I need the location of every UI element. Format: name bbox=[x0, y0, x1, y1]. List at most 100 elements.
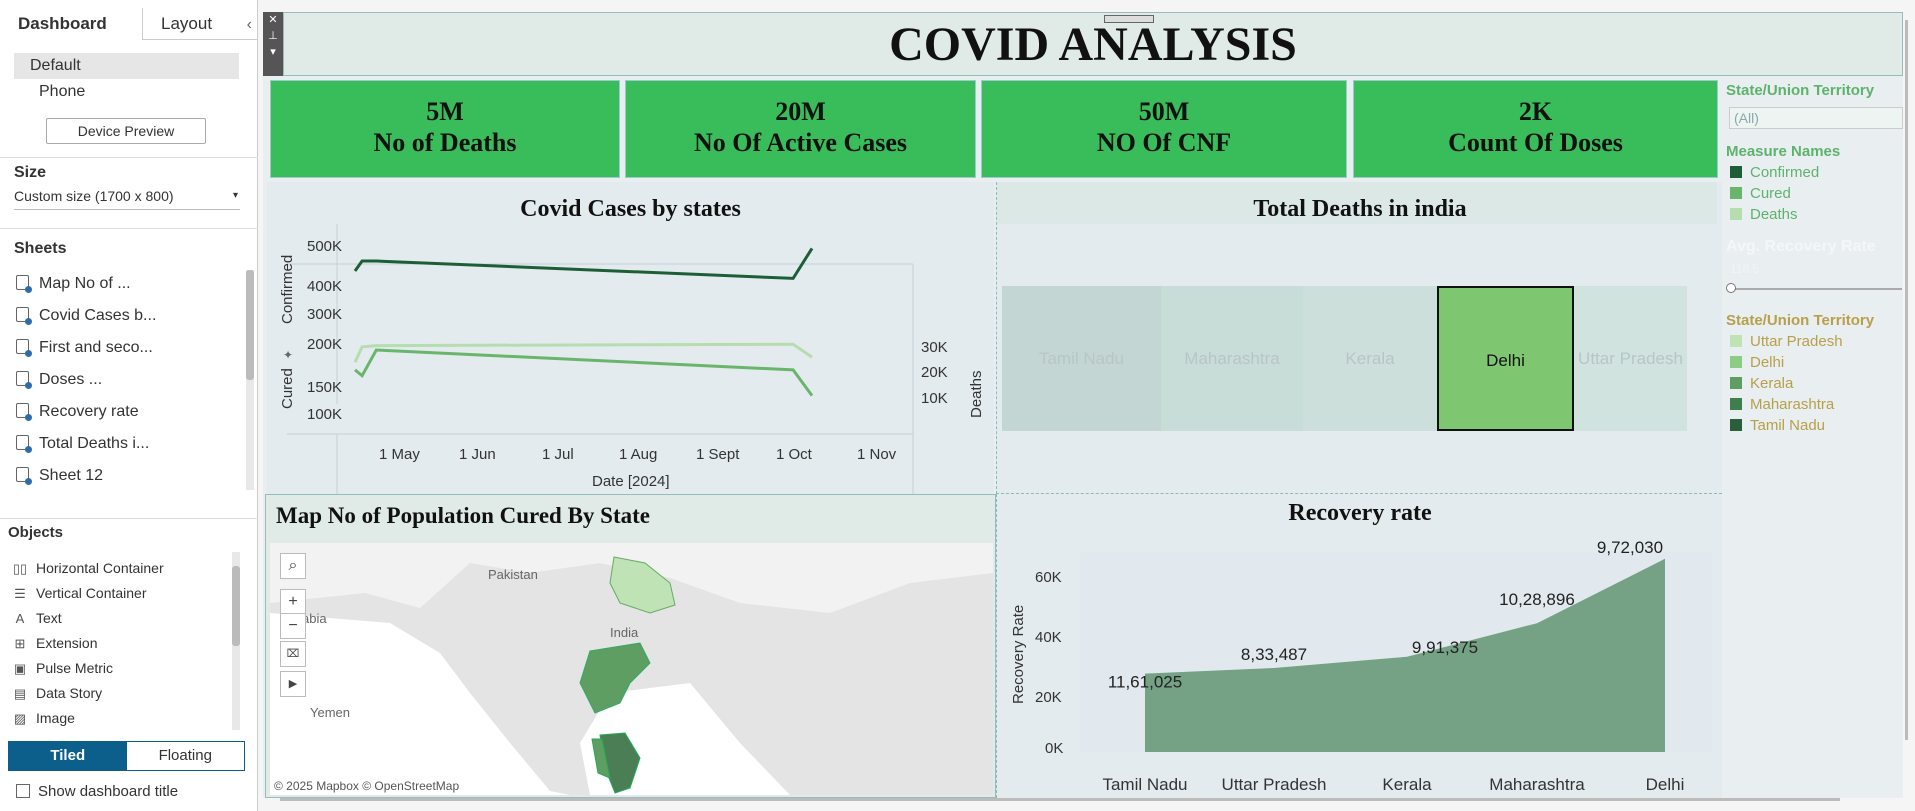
state-kerala[interactable] bbox=[591, 738, 611, 779]
pulse-icon: ▣ bbox=[13, 661, 27, 676]
dropdown-arrow-icon: ▾ bbox=[232, 190, 238, 201]
vertical-scrollbar[interactable] bbox=[1905, 20, 1908, 740]
reset-map-icon[interactable]: ⌧ bbox=[280, 641, 306, 667]
kpi-deaths[interactable]: 5M No of Deaths bbox=[270, 80, 620, 178]
sheet-item[interactable]: Map No of ... bbox=[16, 269, 131, 299]
vertical-container-icon: ☰ bbox=[14, 586, 26, 601]
legend-swatch bbox=[1730, 335, 1742, 347]
object-vertical-container[interactable]: ☰ Vertical Container bbox=[12, 581, 146, 606]
close-icon[interactable]: ✕ bbox=[268, 14, 278, 26]
legend-swatch bbox=[1730, 356, 1742, 368]
legend-item[interactable]: Delhi bbox=[1730, 354, 1784, 371]
panel-title: Map No of Population Cured By State bbox=[276, 503, 650, 528]
device-preview-button[interactable]: Device Preview bbox=[46, 118, 206, 144]
object-data-story[interactable]: ▤ Data Story bbox=[12, 681, 102, 706]
dashboard-title: COVID ANALYSIS bbox=[889, 18, 1297, 71]
layout-phone[interactable]: Phone bbox=[39, 83, 86, 100]
sheet-item[interactable]: Doses ... bbox=[16, 365, 102, 395]
y-tick-label: 500K bbox=[307, 238, 343, 255]
sheets-scrollbar[interactable] bbox=[246, 270, 254, 490]
size-title: Size bbox=[14, 164, 47, 181]
object-horizontal-container[interactable]: ▯▯ Horizontal Container bbox=[12, 556, 164, 581]
slider-track[interactable] bbox=[1730, 288, 1902, 290]
image-icon: ▨ bbox=[13, 711, 27, 726]
sheet-item[interactable]: Total Deaths i... bbox=[16, 429, 149, 459]
horizontal-scrollbar[interactable] bbox=[280, 798, 1840, 801]
tab-dashboard[interactable]: Dashboard bbox=[0, 8, 143, 40]
pin-icon[interactable]: ⊥ bbox=[268, 30, 278, 42]
legend-item[interactable]: Confirmed bbox=[1730, 164, 1819, 181]
zoom-in-icon[interactable]: + bbox=[280, 589, 306, 615]
area-chart[interactable]: 11,61,025 8,33,487 9,91,375 10,28,896 9,72,0… bbox=[997, 494, 1723, 798]
object-text[interactable]: A Text bbox=[12, 606, 62, 631]
state-uttar-pradesh[interactable] bbox=[609, 556, 676, 614]
menu-arrow-icon[interactable]: ▾ bbox=[270, 46, 276, 58]
y-tick-label: 60K bbox=[1035, 569, 1062, 586]
container-handle[interactable]: ✕ ⊥ ▾ bbox=[263, 12, 283, 76]
object-pulse-metric[interactable]: ▣ Pulse Metric bbox=[12, 656, 113, 681]
y-axis-title: Recovery Rate bbox=[1010, 604, 1027, 704]
kpi-doses[interactable]: 2K Count Of Doses bbox=[1353, 80, 1718, 178]
layout-mode-toggle: Tiled Floating bbox=[8, 741, 245, 771]
measure-legend-title: Measure Names bbox=[1726, 143, 1841, 160]
series-line-confirmed bbox=[353, 247, 814, 280]
legend-item[interactable]: Deaths bbox=[1730, 206, 1798, 223]
slider-handle[interactable] bbox=[1726, 283, 1736, 293]
floating-button[interactable]: Floating bbox=[158, 747, 212, 764]
kpi-value: 2K bbox=[1518, 97, 1553, 126]
covid-cases-panel: Covid Cases by states Confirmed Cured De… bbox=[267, 182, 994, 494]
y-tick-label: 400K bbox=[307, 278, 343, 295]
treemap-cell[interactable]: Tamil Nadu bbox=[1002, 286, 1161, 431]
scroll-thumb[interactable] bbox=[232, 566, 240, 646]
kpi-active-cases[interactable]: 20M No Of Active Cases bbox=[625, 80, 976, 178]
kpi-cnf[interactable]: 50M NO Of CNF bbox=[981, 80, 1347, 178]
map-label: abia bbox=[302, 611, 327, 626]
map-shapes bbox=[270, 556, 993, 795]
collapse-icon[interactable]: ‹ bbox=[246, 16, 252, 33]
sheet-item[interactable]: First and seco... bbox=[16, 333, 153, 363]
legend-item[interactable]: Kerala bbox=[1730, 375, 1793, 392]
treemap-cell[interactable]: Maharashtra bbox=[1161, 286, 1303, 431]
data-label: 8,33,487 bbox=[1241, 645, 1307, 664]
sheet-item[interactable]: Covid Cases b... bbox=[16, 301, 156, 331]
x-tick-label: 1 Sept bbox=[696, 446, 740, 463]
legend-item[interactable]: Maharashtra bbox=[1730, 396, 1834, 413]
treemap-cell-selected[interactable]: Delhi bbox=[1437, 286, 1574, 431]
y-tick-label: 200K bbox=[307, 336, 343, 353]
data-story-icon: ▤ bbox=[13, 686, 27, 701]
map[interactable]: Pakistan India Yemen abia © 2025 Mapbox … bbox=[270, 543, 993, 795]
divider bbox=[0, 518, 258, 519]
object-extension[interactable]: ⊞ Extension bbox=[12, 631, 98, 656]
sheet-item[interactable]: Sheet 12 bbox=[16, 461, 103, 491]
treemap[interactable]: Tamil Nadu Maharashtra Kerala Delhi Utta… bbox=[1002, 286, 1687, 431]
sheet-item[interactable]: Recovery rate bbox=[16, 397, 139, 427]
worksheet-icon bbox=[16, 339, 32, 357]
legend-item[interactable]: Cured bbox=[1730, 185, 1791, 202]
treemap-cell[interactable]: Kerala bbox=[1303, 286, 1437, 431]
line-chart[interactable] bbox=[267, 182, 994, 494]
legend-item[interactable]: Uttar Pradesh bbox=[1730, 333, 1843, 350]
expand-toolbar-icon[interactable]: ▶ bbox=[280, 671, 306, 697]
drag-grip-icon[interactable] bbox=[1104, 15, 1154, 23]
checkbox-icon[interactable] bbox=[16, 784, 30, 798]
treemap-cell[interactable]: Uttar Pradesh bbox=[1574, 286, 1687, 431]
state-filter-dropdown[interactable]: (All) bbox=[1729, 107, 1903, 129]
tab-layout[interactable]: Layout bbox=[161, 14, 213, 33]
x-tick-label: 1 Nov bbox=[857, 446, 897, 463]
sheets-title: Sheets bbox=[14, 240, 67, 257]
legend-item[interactable]: Tamil Nadu bbox=[1730, 417, 1825, 434]
scroll-thumb[interactable] bbox=[246, 270, 254, 380]
layout-default[interactable]: Default bbox=[14, 53, 239, 79]
kpi-label: Count Of Doses bbox=[1448, 128, 1623, 157]
objects-scrollbar[interactable] bbox=[232, 552, 240, 730]
slider-value: 116.5 bbox=[1730, 262, 1760, 276]
zoom-out-icon[interactable]: − bbox=[280, 613, 306, 639]
size-select[interactable]: Custom size (1700 x 800) ▾ bbox=[14, 188, 240, 210]
tiled-button[interactable]: Tiled bbox=[9, 742, 127, 770]
show-title-checkbox[interactable]: Show dashboard title bbox=[16, 783, 178, 800]
state-maharashtra[interactable] bbox=[579, 642, 651, 714]
kpi-value: 5M bbox=[426, 97, 464, 126]
search-icon[interactable]: ⌕ bbox=[280, 553, 306, 579]
legend-swatch bbox=[1730, 419, 1742, 431]
object-image[interactable]: ▨ Image bbox=[12, 706, 75, 731]
